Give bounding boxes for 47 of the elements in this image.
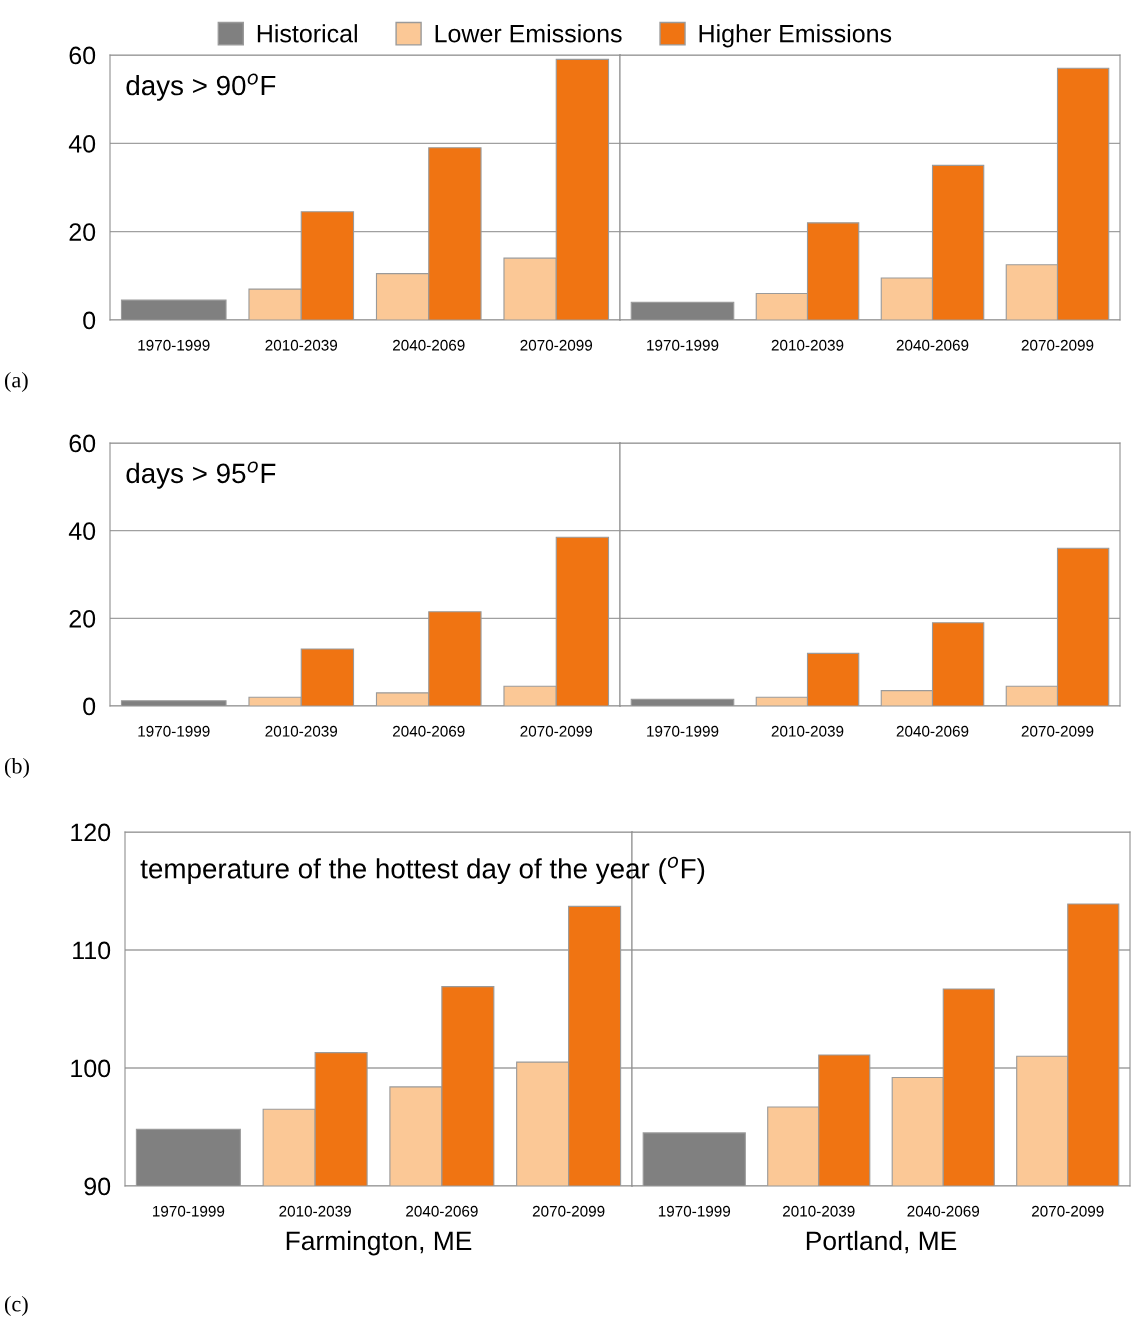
x-tick-label: 2070-2099 xyxy=(520,339,593,351)
y-tick-label: 20 xyxy=(69,223,96,241)
annotation: temperature of the hottest day of the year ($^{o}$F) xyxy=(140,856,705,885)
y-tick-label: 110 xyxy=(73,941,111,960)
annotation: days > 95$^{o}$F xyxy=(126,461,276,489)
y-tick-label: 0 xyxy=(83,311,96,330)
x-tick-label: 2010-2039 xyxy=(279,1205,351,1217)
x-tick-label: 2070-2099 xyxy=(520,725,593,737)
x-tick-label: 1970-1999 xyxy=(153,1205,225,1217)
y-tick-label: 20 xyxy=(69,609,96,628)
text: (b) xyxy=(4,757,29,779)
text: (a) xyxy=(4,371,28,393)
x-tick-label: 2010-2039 xyxy=(771,339,844,351)
legend-label: Historical xyxy=(257,24,357,43)
y-tick-label: 100 xyxy=(71,1059,111,1078)
y-tick-label: 60 xyxy=(69,46,96,65)
x-axis-title: Farmington, ME xyxy=(286,1230,472,1256)
text: (c) xyxy=(4,1295,28,1317)
legend-label: Higher Emissions xyxy=(699,24,892,48)
annotation: days > 90$^{o}$F xyxy=(126,73,276,101)
x-tick-label: 2070-2099 xyxy=(532,1205,605,1217)
y-tick-label: 0 xyxy=(83,697,96,716)
x-tick-label: 2010-2039 xyxy=(265,725,338,737)
x-tick-label: 2040-2069 xyxy=(392,725,465,737)
x-tick-label: 2040-2069 xyxy=(392,339,465,351)
x-tick-label: 2010-2039 xyxy=(265,339,338,351)
x-tick-label: 2040-2069 xyxy=(896,725,969,737)
x-tick-label: 1970-1999 xyxy=(138,725,210,737)
legend-label: Lower Emissions xyxy=(435,24,622,43)
y-tick-label: 40 xyxy=(68,522,96,540)
y-tick-label: 120 xyxy=(71,823,111,842)
x-tick-label: 2070-2099 xyxy=(1021,339,1094,351)
x-tick-label: 1970-1999 xyxy=(647,339,719,351)
x-tick-label: 1970-1999 xyxy=(138,339,210,351)
y-tick-label: 40 xyxy=(68,134,96,153)
x-tick-label: 2070-2099 xyxy=(1031,1205,1104,1217)
x-tick-label: 2040-2069 xyxy=(406,1205,478,1217)
x-tick-label: 2070-2099 xyxy=(1021,725,1094,737)
x-axis-title: Portland, ME xyxy=(806,1230,957,1254)
x-tick-label: 1970-1999 xyxy=(647,725,719,737)
x-tick-label: 2010-2039 xyxy=(782,1205,855,1217)
x-tick-label: 2040-2069 xyxy=(907,1205,980,1217)
x-tick-label: 1970-1999 xyxy=(658,1205,731,1217)
y-tick-label: 90 xyxy=(84,1177,111,1196)
x-tick-label: 2010-2039 xyxy=(771,725,844,737)
x-tick-label: 2040-2069 xyxy=(896,339,969,351)
y-tick-label: 60 xyxy=(69,434,96,453)
